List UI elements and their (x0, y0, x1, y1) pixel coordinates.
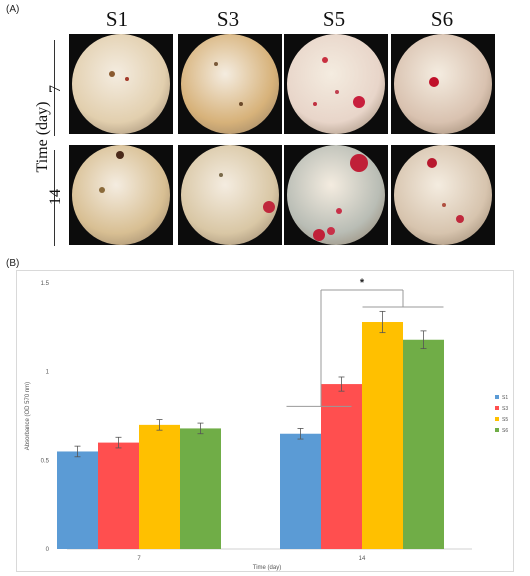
row-label-day14: 14 (47, 189, 64, 205)
photo-s5-day14 (284, 145, 388, 245)
x-tick-label: 7 (137, 556, 141, 562)
legend-swatch-s5 (495, 417, 499, 421)
stain-spot (456, 215, 464, 223)
column-title-s3: S3 (216, 7, 240, 31)
y-axis-title: Absorbance (OD 570 nm) (25, 382, 31, 450)
stain-spot (109, 71, 115, 77)
stain-spot (116, 151, 124, 159)
y-tick-label: 0 (46, 547, 50, 553)
stain-spot (313, 102, 317, 106)
legend-swatch-s6 (495, 428, 499, 432)
photo-s3-day14 (178, 145, 282, 245)
micrograph-field (72, 34, 170, 134)
legend-label-s3: S3 (502, 406, 508, 412)
stain-spot (263, 201, 275, 213)
stain-spot (313, 229, 325, 241)
legend-swatch-s1 (495, 395, 499, 399)
legend-label-s6: S6 (502, 428, 508, 434)
stain-spot (214, 62, 218, 66)
stain-spot (335, 90, 339, 94)
stain-spot (350, 154, 368, 172)
stain-spot (99, 187, 105, 193)
stain-spot (219, 173, 223, 177)
photo-s6-day7 (391, 34, 495, 134)
y-tick-label: 1.5 (41, 281, 50, 287)
stain-spot (427, 158, 437, 168)
photo-s1-day14 (69, 145, 173, 245)
y-tick-label: 0.5 (41, 458, 50, 464)
y-tick-label: 1 (46, 370, 50, 376)
photo-s5-day7 (284, 34, 388, 134)
stain-spot (327, 227, 335, 235)
bar-s1-day7 (57, 451, 98, 549)
micrograph-field (181, 34, 279, 134)
legend-label-s1: S1 (502, 395, 508, 401)
stain-spot (239, 102, 243, 106)
stain-spot (353, 96, 365, 108)
legend-swatch-s3 (495, 406, 499, 410)
bar-s5-day14 (362, 322, 403, 549)
stain-spot (125, 77, 129, 81)
micrograph-field (394, 145, 492, 245)
photo-s6-day14 (391, 145, 495, 245)
photo-s3-day7 (178, 34, 282, 134)
stain-spot (336, 208, 342, 214)
bar-s1-day14 (280, 433, 321, 549)
chart-frame: 0 0.5 1 1.5 Absorbance (OD 570 nm) 7 14 Time (d… (16, 270, 514, 572)
column-title-s6: S6 (430, 7, 454, 31)
row-divider-day7 (54, 40, 55, 136)
bar-s5-day7 (139, 424, 180, 549)
row-label-day7: 7 (47, 85, 64, 93)
column-title-s5: S5 (322, 7, 346, 31)
bar-s6-day14 (403, 339, 444, 549)
panel-a-label: (A) (6, 4, 20, 15)
micrograph-field (72, 145, 170, 245)
photo-s1-day7 (69, 34, 173, 134)
micrograph-field (287, 34, 385, 134)
bar-s6-day7 (180, 428, 221, 549)
panel-b-label: (B) (6, 258, 20, 269)
stain-spot (442, 203, 446, 207)
row-divider-day14 (54, 150, 55, 246)
x-axis-title: Time (day) (253, 565, 281, 571)
significance-marker: * (360, 277, 365, 289)
micrograph-field (181, 145, 279, 245)
stain-spot (322, 57, 328, 63)
x-tick-label: 14 (359, 556, 366, 562)
column-title-s1: S1 (105, 7, 129, 31)
bar-s3-day7 (98, 442, 139, 549)
absorbance-bar-chart: 0 0.5 1 1.5 Absorbance (OD 570 nm) 7 14 Time (d… (25, 277, 508, 571)
micrograph-field (394, 34, 492, 134)
stain-spot (429, 77, 439, 87)
legend-label-s5: S5 (502, 417, 508, 423)
bar-s3-day14 (321, 384, 362, 549)
micrograph-field (287, 145, 385, 245)
